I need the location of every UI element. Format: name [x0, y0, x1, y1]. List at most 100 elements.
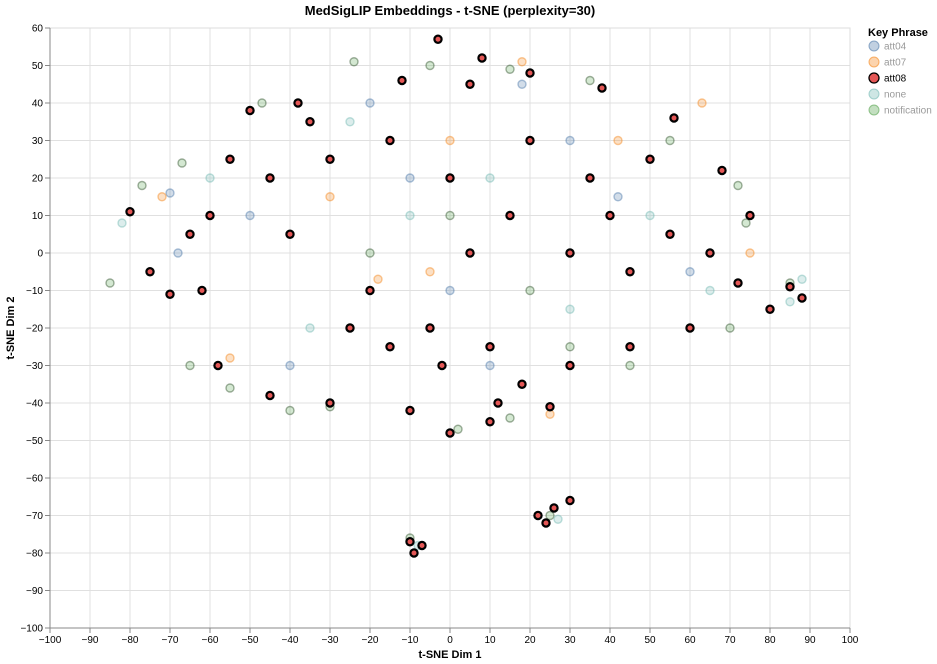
legend-item-att04: att04	[868, 40, 907, 53]
att08-point	[745, 210, 755, 221]
notification-point	[625, 360, 635, 371]
chart-title: MedSigLIP Embeddings - t-SNE (perplexity…	[305, 3, 596, 18]
att08-point	[665, 229, 675, 239]
x-tick-label: 50	[644, 635, 656, 646]
notification-point	[733, 180, 743, 191]
att04-point	[365, 98, 375, 108]
legend-label: att07	[884, 58, 907, 69]
att08-point	[477, 53, 487, 63]
y-tick-label: −100	[20, 624, 43, 635]
legend-label: att04	[884, 42, 907, 53]
att08-point	[285, 229, 295, 239]
att08-point	[565, 360, 575, 371]
att07-point	[697, 98, 707, 108]
notification-point	[185, 360, 195, 371]
y-axis: −100−90−80−70−60−50−40−30−20−10010203040…	[20, 24, 51, 635]
y-tick-label: 30	[32, 136, 44, 147]
x-tick-label: 10	[484, 635, 496, 646]
att08-point	[213, 360, 223, 371]
legend-symbol	[868, 56, 880, 68]
att08-point	[549, 503, 559, 513]
y-tick-label: 50	[32, 61, 44, 72]
y-tick-label: −10	[26, 286, 43, 297]
notification-point	[453, 424, 463, 434]
att07-point	[545, 409, 555, 419]
att08-point	[405, 405, 415, 416]
att08-point	[225, 154, 235, 164]
y-tick-label: −70	[26, 511, 43, 522]
notification-point	[445, 210, 455, 221]
legend-title: Key Phrase	[868, 27, 928, 39]
none-point	[797, 274, 807, 284]
notification-point	[177, 158, 187, 168]
legend-symbol	[868, 40, 880, 52]
att07-point	[517, 57, 527, 67]
att04-point	[485, 360, 495, 371]
none-point	[705, 285, 715, 296]
notification-point	[545, 510, 555, 521]
none-point	[345, 117, 355, 127]
x-tick-label: 30	[564, 635, 576, 646]
notification-point	[349, 57, 359, 67]
att08-point	[533, 510, 543, 521]
att08-point	[365, 285, 375, 296]
att08-point	[325, 154, 335, 164]
none-point	[405, 210, 415, 221]
att08-point	[485, 417, 495, 427]
att08-point	[165, 289, 175, 299]
x-tick-label: −60	[202, 635, 219, 646]
att08-point	[485, 342, 495, 352]
legend-label: none	[884, 90, 907, 101]
background-points	[105, 57, 807, 551]
att08-point	[705, 248, 715, 258]
att08-point	[385, 342, 395, 352]
none-point	[205, 173, 215, 183]
x-tick-label: 70	[724, 635, 736, 646]
y-tick-label: −30	[26, 361, 43, 372]
att08-point	[417, 540, 427, 551]
notification-point	[285, 405, 295, 416]
att08-point	[465, 79, 475, 89]
x-tick-label: 60	[684, 635, 696, 646]
att07-point	[225, 353, 235, 363]
att04-point	[613, 192, 623, 202]
att04-point	[405, 173, 415, 183]
att08-point	[797, 293, 807, 303]
att08-point	[265, 390, 275, 401]
att08-point	[625, 267, 635, 277]
att08-point	[465, 248, 475, 258]
att08-point	[669, 113, 679, 123]
x-tick-label: −90	[82, 635, 99, 646]
x-tick-label: −20	[362, 635, 379, 646]
none-point	[645, 210, 655, 221]
y-tick-label: 40	[32, 99, 44, 110]
att07-point	[425, 267, 435, 277]
att08-point	[565, 495, 575, 506]
legend-item-notification: notification	[868, 104, 932, 117]
att08-point	[733, 278, 743, 288]
legend-item-none: none	[868, 88, 907, 101]
att08-point	[305, 117, 315, 127]
legend-item-att08: att08	[868, 72, 907, 85]
att08-point	[625, 342, 635, 352]
att07-point	[325, 192, 335, 202]
att08-point	[525, 68, 535, 78]
none-point	[565, 304, 575, 314]
att08-point	[545, 402, 555, 412]
att04-point	[445, 285, 455, 296]
att08-point	[493, 398, 503, 408]
notification-point	[137, 180, 147, 191]
legend-label: notification	[884, 106, 932, 117]
legend-item-att07: att07	[868, 56, 907, 69]
att08-point	[425, 323, 435, 333]
x-tick-label: −50	[242, 635, 259, 646]
att08-point	[409, 548, 419, 558]
legend-label: att08	[884, 74, 907, 85]
att08-point	[445, 428, 455, 438]
notification-point	[565, 342, 575, 352]
att08-point	[565, 248, 575, 258]
att04-point	[245, 210, 255, 221]
notification-point	[585, 75, 595, 86]
notification-point	[365, 248, 375, 258]
